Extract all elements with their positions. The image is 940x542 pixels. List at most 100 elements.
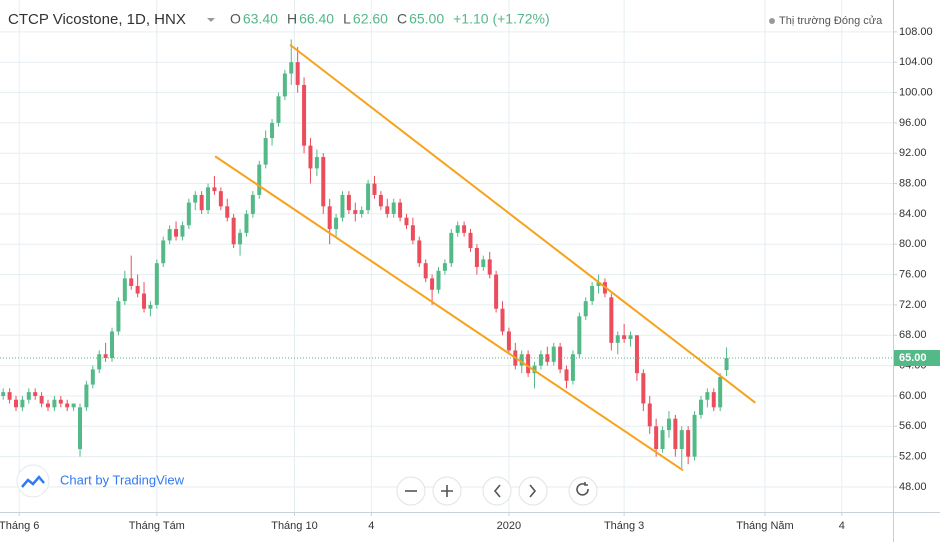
reset-button[interactable] (568, 476, 598, 506)
candle-body (577, 316, 582, 355)
header: CTCP Vicostone, 1D, HNX Thị trường Đóng … (8, 11, 883, 28)
x-tick-label: 4 (839, 520, 845, 532)
y-tick-label: 104.00 (899, 56, 933, 68)
y-tick-label: 80.00 (899, 238, 927, 250)
candle-body (302, 84, 307, 146)
candle-body (455, 225, 460, 233)
y-tick-label: 72.00 (899, 299, 927, 311)
candle-body (167, 229, 172, 241)
candle-body (20, 399, 25, 408)
ohlc-value: 66.40 (299, 11, 334, 27)
logo-icon (21, 475, 45, 488)
candle-body (148, 304, 153, 309)
candle-body (52, 399, 57, 408)
candle-body (686, 430, 691, 457)
candle-body (276, 96, 281, 123)
y-tick-label: 96.00 (899, 117, 927, 129)
toolbar (396, 476, 598, 506)
x-tick-label: Tháng Năm (736, 520, 793, 532)
zoom-out-button[interactable] (396, 476, 426, 506)
y-tick-label: 88.00 (899, 177, 927, 189)
candle-body (378, 194, 383, 207)
candle-body (449, 232, 454, 264)
icon (441, 485, 453, 497)
candle-body (398, 202, 403, 218)
candle-body (327, 206, 332, 230)
watermark-group[interactable]: Chart by TradingView (16, 464, 185, 498)
candle-body (257, 164, 262, 195)
candle-body (295, 62, 300, 85)
candle-body (724, 358, 729, 371)
candle-body (628, 335, 633, 340)
candle-body (353, 210, 358, 214)
icon (493, 484, 501, 498)
last-price-badge (894, 350, 940, 367)
candle-body (180, 225, 185, 237)
status-dot (769, 18, 775, 24)
candle-body (84, 384, 89, 408)
y-tick-label: 108.00 (899, 26, 933, 38)
y-tick-label: 68.00 (899, 329, 927, 341)
candle-body (596, 282, 601, 286)
candle-body (26, 392, 31, 400)
change-value: +1.10 (+1.72%) (453, 11, 550, 27)
trend-line (214, 155, 684, 472)
candle-body (385, 206, 390, 214)
candle-body (340, 194, 345, 218)
candle-body (39, 395, 44, 404)
x-tick-label: 2020 (497, 520, 521, 532)
x-tick-label: Tháng 3 (604, 520, 644, 532)
candle-body (474, 248, 479, 267)
y-tick-label: 92.00 (899, 147, 927, 159)
candle-body (417, 240, 422, 264)
candle-body (705, 392, 710, 400)
candle-body (154, 263, 159, 305)
y-tick-label: 48.00 (899, 481, 927, 493)
candle-body (346, 194, 351, 211)
button-bg (482, 476, 512, 506)
candle-body (142, 293, 147, 309)
candle-body (78, 407, 83, 450)
last-price-label: 65.00 (899, 352, 927, 364)
candle-body (129, 278, 134, 286)
candle-body (391, 202, 396, 214)
grid (0, 0, 893, 512)
y-tick-label: 52.00 (899, 451, 927, 463)
candle-body (218, 191, 223, 207)
candle-body (692, 414, 697, 457)
candle-body (186, 202, 191, 226)
scroll-left-button[interactable] (482, 476, 512, 506)
candle-body (718, 376, 723, 408)
market-status: Thị trường Đóng cửa (779, 15, 883, 27)
candle-body (71, 403, 76, 408)
candle-body (282, 73, 287, 97)
ohlc-value: 62.60 (353, 11, 388, 27)
candle-body (654, 426, 659, 450)
candle-body (404, 217, 409, 226)
candle-body (14, 399, 19, 408)
candle-body (481, 259, 486, 267)
candle-body (308, 145, 313, 169)
x-tick-label: 4 (368, 520, 374, 532)
zoom-in-button[interactable] (432, 476, 462, 506)
candle-body (545, 354, 550, 362)
logo-bg (16, 464, 50, 498)
button-bg (568, 476, 598, 506)
candle-body (238, 232, 243, 245)
candle-body (647, 403, 652, 427)
ohlc-label: C (397, 11, 407, 27)
candle-body (116, 301, 121, 332)
candle-body (174, 229, 179, 237)
candle-body (33, 392, 38, 396)
dropdown-caret[interactable] (207, 18, 215, 22)
candle-body (558, 346, 563, 370)
scroll-right-button[interactable] (518, 476, 548, 506)
candle-body (641, 373, 646, 404)
candle-body (289, 62, 294, 74)
y-tick-label: 84.00 (899, 208, 927, 220)
y-tick-label: 76.00 (899, 268, 927, 280)
icon (529, 484, 537, 498)
candle-body (430, 278, 435, 290)
candle-body (250, 194, 255, 214)
